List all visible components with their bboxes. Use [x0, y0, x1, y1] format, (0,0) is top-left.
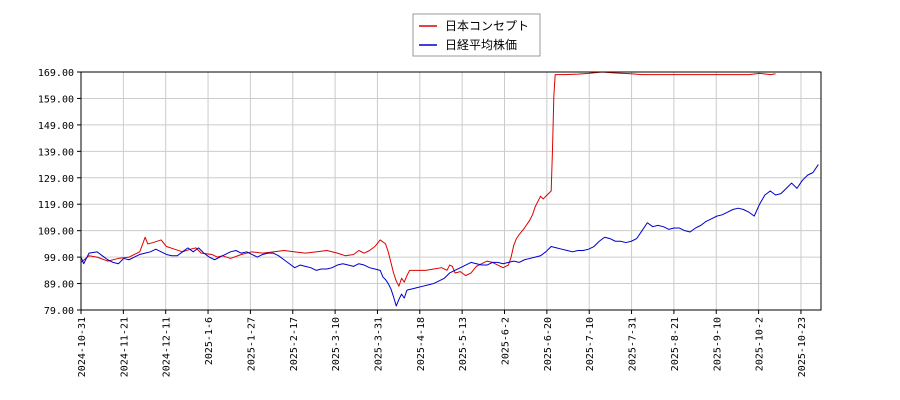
- x-tick-label: 2025-5-13: [458, 317, 469, 371]
- y-tick-label: 89.00: [44, 280, 74, 291]
- x-tick-label: 2025-4-18: [416, 317, 427, 371]
- y-tick-label: 149.00: [38, 121, 74, 132]
- x-tick-label: 2025-6-2: [501, 317, 512, 365]
- y-tick-label: 159.00: [38, 94, 74, 105]
- y-tick-label: 119.00: [38, 200, 74, 211]
- y-tick-label: 109.00: [38, 227, 74, 238]
- x-tick-label: 2025-7-31: [628, 317, 639, 371]
- x-tick-label: 2025-9-10: [712, 317, 723, 371]
- y-tick-label: 169.00: [38, 68, 74, 79]
- x-tick-label: 2024-12-11: [162, 317, 173, 377]
- y-tick-label: 99.00: [44, 253, 74, 264]
- y-tick-label: 129.00: [38, 174, 74, 185]
- y-axis: 169.00 159.00 149.00 139.00 129.00 119.00 109.…: [38, 68, 81, 317]
- x-tick-label: 2025-2-17: [289, 317, 300, 371]
- x-tick-label: 2025-1-6: [204, 317, 215, 365]
- x-axis: 2024-10-31 2024-11-21 2024-12-11 2025-1-6 20…: [77, 310, 808, 377]
- x-tick-label: 2025-7-10: [585, 317, 596, 371]
- legend-label: 日本コンセプト: [445, 19, 529, 33]
- y-tick-label: 139.00: [38, 147, 74, 158]
- plot-frame: [80, 71, 822, 311]
- x-tick-label: 2025-1-27: [246, 317, 257, 371]
- x-tick-label: 2025-8-21: [670, 317, 681, 371]
- x-tick-label: 2025-3-10: [331, 317, 342, 371]
- x-tick-label: 2025-3-31: [373, 317, 384, 371]
- x-tick-label: 2024-10-31: [77, 317, 88, 377]
- x-tick-label: 2024-11-21: [119, 317, 130, 377]
- legend-box: [412, 13, 541, 57]
- x-tick-label: 2025-10-23: [797, 317, 808, 377]
- legend-label: 日経平均株価: [445, 37, 517, 52]
- x-tick-label: 2025-10-2: [755, 317, 766, 371]
- x-tick-label: 2025-6-20: [543, 317, 554, 371]
- series-layer: [80, 71, 819, 307]
- series-line-2: [80, 164, 819, 307]
- y-tick-label: 79.00: [44, 306, 74, 317]
